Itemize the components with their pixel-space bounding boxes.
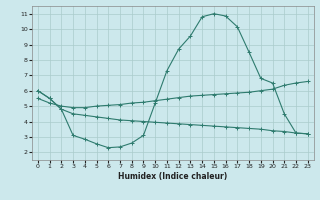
X-axis label: Humidex (Indice chaleur): Humidex (Indice chaleur) <box>118 172 228 181</box>
